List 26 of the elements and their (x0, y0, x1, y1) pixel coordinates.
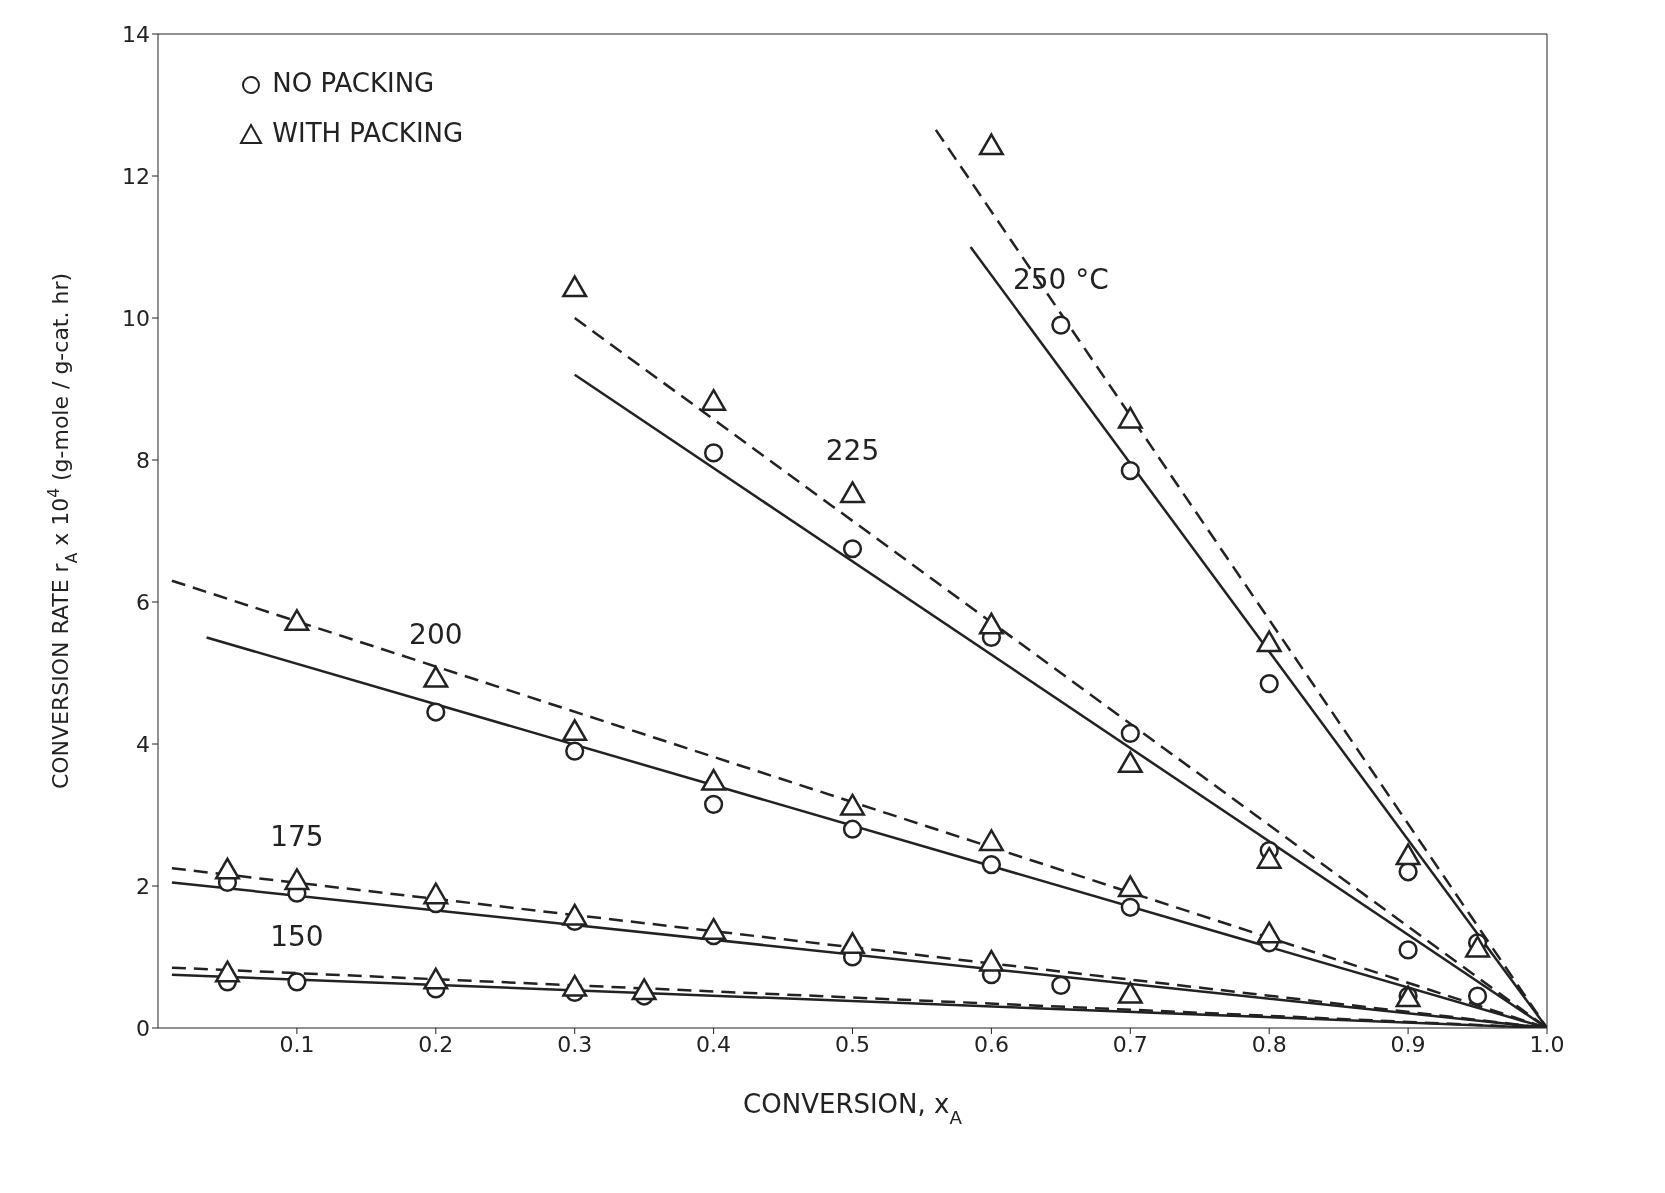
x-tick-label: 0.4 (696, 1031, 732, 1057)
y-tick-label: 6 (136, 589, 150, 615)
annotation: 250 °C (1012, 263, 1109, 297)
y-tick-label: 14 (122, 21, 150, 47)
y-tick-label: 8 (136, 447, 150, 473)
legend-label: NO PACKING (272, 68, 435, 98)
annotation: 200 (409, 618, 463, 652)
annotation: 150 (270, 919, 324, 953)
annotation: 175 (270, 820, 324, 854)
y-tick-label: 10 (122, 305, 150, 331)
x-tick-label: 0.5 (835, 1031, 870, 1057)
x-tick-label: 0.2 (418, 1031, 454, 1057)
y-tick-label: 12 (122, 163, 150, 189)
x-tick-label: 0.6 (973, 1031, 1009, 1057)
x-axis-title: CONVERSION, x$_{A}$ (743, 1089, 963, 1128)
y-tick-label: 4 (136, 731, 150, 757)
x-tick-label: 0.7 (1112, 1031, 1148, 1057)
y-tick-label: 0 (136, 1015, 150, 1041)
legend-label: WITH PACKING (272, 118, 464, 148)
x-tick-label: 1.0 (1529, 1031, 1565, 1057)
annotation: 225 (825, 433, 880, 467)
x-tick-label: 0.9 (1390, 1031, 1426, 1057)
x-tick-label: 0.3 (557, 1031, 593, 1057)
x-tick-label: 0.8 (1251, 1031, 1287, 1057)
y-tick-label: 2 (136, 873, 150, 899)
x-tick-label: 0.1 (279, 1031, 315, 1057)
